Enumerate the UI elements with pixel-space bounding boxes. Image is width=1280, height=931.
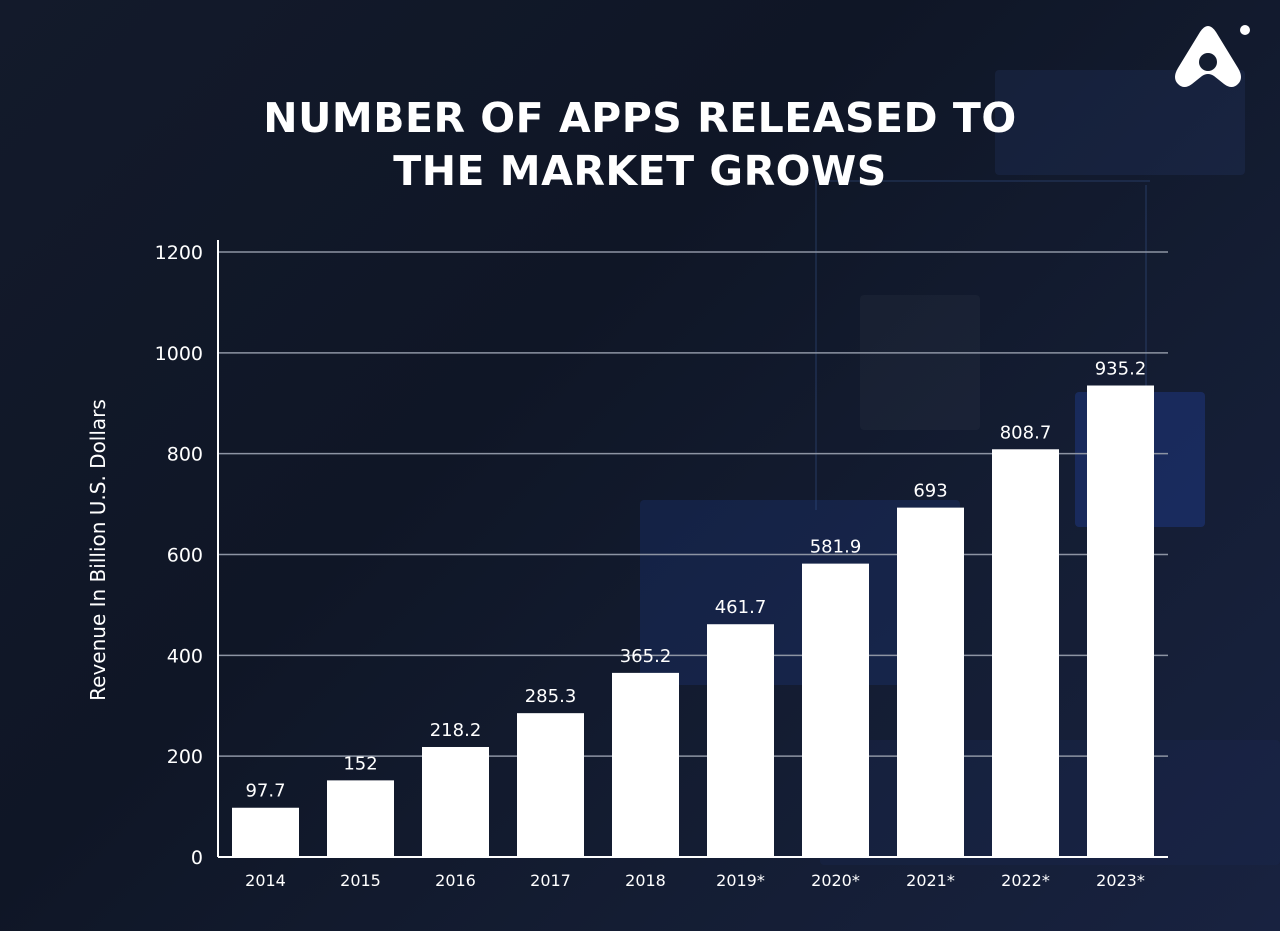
bar-2022*: [992, 449, 1059, 857]
x-tick-label: 2014: [245, 871, 286, 890]
data-label: 152: [343, 753, 377, 774]
y-tick-label: 800: [167, 444, 203, 466]
axis-layer: 0 200 400 600 800 1000 1200 2014 2015 2016 2017 201…: [155, 240, 1168, 890]
chart-title: NUMBER OF APPS RELEASED TO THE MARKET GR…: [140, 92, 1140, 198]
x-tick-label: 2019*: [716, 871, 765, 890]
bar-2023*: [1087, 385, 1154, 857]
x-tick-label: 2016: [435, 871, 476, 890]
data-label: 97.7: [245, 781, 285, 802]
data-label: 935.2: [1095, 359, 1147, 380]
bar-2015: [327, 780, 394, 857]
x-tick-label: 2020*: [811, 871, 860, 890]
bar-2016: [422, 746, 489, 857]
bar-2014: [232, 807, 299, 857]
bar-2021*: [897, 507, 964, 857]
background-decoration: [995, 70, 1245, 175]
y-tick-label: 0: [191, 847, 203, 869]
chart-title-line-1: NUMBER OF APPS RELEASED TO: [263, 94, 1017, 142]
data-label: 365.2: [620, 646, 672, 667]
data-label: 808.7: [1000, 422, 1052, 443]
y-tick-label: 400: [167, 645, 203, 667]
bar-2017: [517, 713, 584, 857]
data-label: 218.2: [430, 720, 482, 741]
label-layer: 97.7 152 218.2 285.3 365.2 461.7 581.9 693 808.7…: [245, 359, 1146, 802]
y-tick-label: 1000: [155, 343, 203, 365]
x-tick-label: 2022*: [1001, 871, 1050, 890]
background-decoration: [1145, 185, 1147, 395]
y-tick-label: 600: [167, 545, 203, 567]
data-label: 581.9: [810, 537, 862, 558]
data-label: 461.7: [715, 597, 767, 618]
background-decoration: [820, 180, 1150, 182]
background-decoration: [815, 180, 817, 510]
data-label: 285.3: [525, 686, 577, 707]
bar-layer: [232, 385, 1154, 857]
x-tick-label: 2018: [625, 871, 666, 890]
app-brand-logo-icon: [1175, 25, 1250, 87]
y-tick-label: 1200: [155, 242, 203, 264]
bar-2020*: [802, 563, 869, 857]
x-tick-label: 2015: [340, 871, 381, 890]
x-tick-label: 2023*: [1096, 871, 1145, 890]
y-tick-label: 200: [167, 746, 203, 768]
x-tick-label: 2017: [530, 871, 571, 890]
bar-2018: [612, 672, 679, 857]
x-tick-label: 2021*: [906, 871, 955, 890]
data-label: 693: [913, 481, 947, 502]
bar-2019*: [707, 624, 774, 857]
chart-title-line-2: THE MARKET GROWS: [393, 147, 887, 195]
